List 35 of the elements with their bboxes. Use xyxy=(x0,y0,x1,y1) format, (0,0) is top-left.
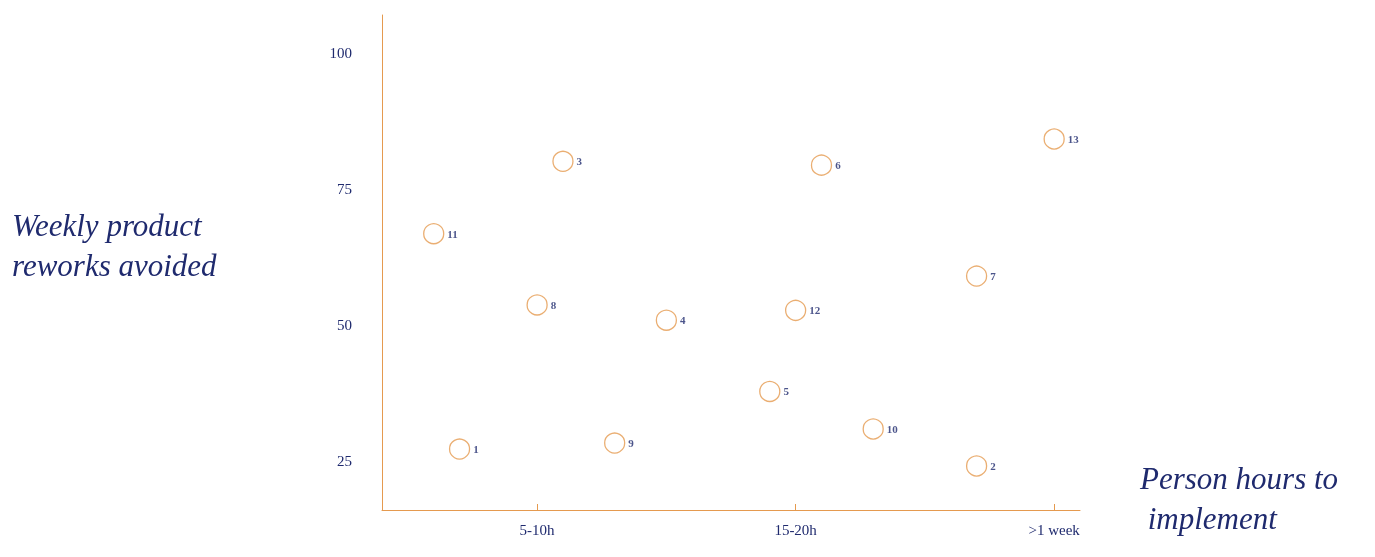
series-label: 4 xyxy=(680,314,687,327)
y-tick-label: 75 xyxy=(337,181,352,198)
series-label: 6 xyxy=(835,159,842,172)
point xyxy=(526,294,548,316)
y-axis-title: Weekly product reworks avoided xyxy=(12,207,218,283)
point xyxy=(423,223,445,245)
y-tick-label: 100 xyxy=(329,45,352,62)
series-label: 11 xyxy=(447,227,458,240)
x-tick-label: 5-10h xyxy=(519,521,556,538)
y-tick-label: 50 xyxy=(337,317,352,334)
series-label: 10 xyxy=(886,422,899,435)
series-label: 13 xyxy=(1067,133,1080,146)
point xyxy=(552,150,574,172)
point xyxy=(604,432,626,454)
series-label: 2 xyxy=(990,459,997,472)
point xyxy=(448,438,471,460)
point xyxy=(965,265,988,287)
point xyxy=(655,309,678,331)
series-label: 5 xyxy=(783,385,790,398)
series-label: 1 xyxy=(473,443,479,456)
point xyxy=(1043,128,1065,150)
x-tick-label: >1 week xyxy=(1028,521,1081,538)
point xyxy=(810,154,833,176)
series-label: 12 xyxy=(809,304,821,317)
series-label: 9 xyxy=(628,437,635,450)
point xyxy=(965,455,988,477)
point xyxy=(759,380,781,403)
y-tick-label: 25 xyxy=(337,453,352,470)
series-label: 7 xyxy=(990,270,997,283)
point xyxy=(862,418,884,440)
series-label: 3 xyxy=(576,155,583,168)
series-label: 8 xyxy=(550,298,557,311)
x-axis-title: Person hours to implement xyxy=(1139,460,1339,536)
x-tick-label: 15-20h xyxy=(774,521,818,538)
point xyxy=(785,299,807,322)
